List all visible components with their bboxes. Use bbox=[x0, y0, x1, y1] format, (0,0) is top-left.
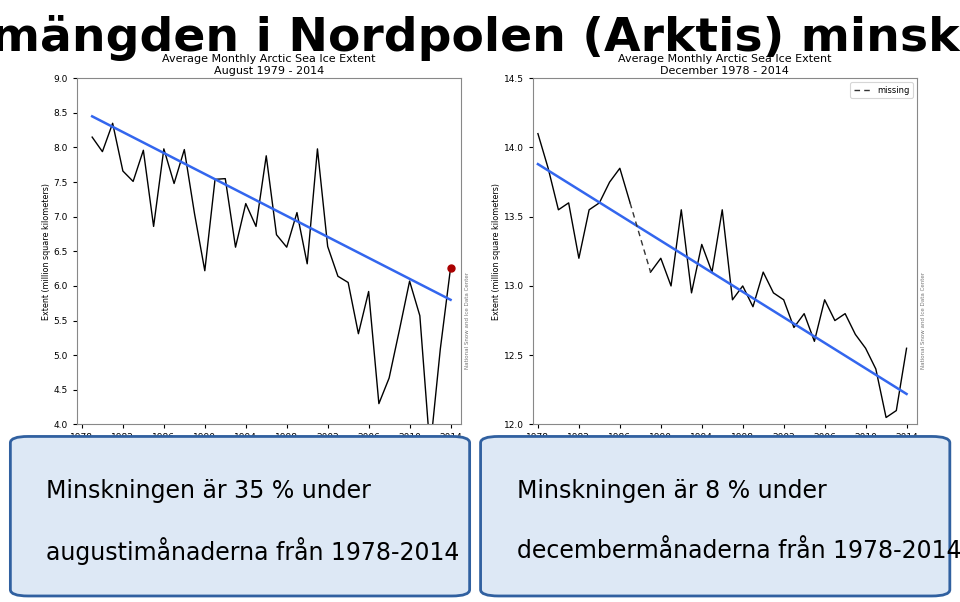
X-axis label: Year: Year bbox=[258, 448, 279, 458]
Y-axis label: Extent (million square kilometers): Extent (million square kilometers) bbox=[492, 183, 501, 320]
Text: augustimånaderna från 1978-2014: augustimånaderna från 1978-2014 bbox=[46, 538, 459, 565]
Text: Minskningen är 35 % under: Minskningen är 35 % under bbox=[46, 479, 371, 503]
Title: Average Monthly Arctic Sea Ice Extent
August 1979 - 2014: Average Monthly Arctic Sea Ice Extent Au… bbox=[162, 55, 375, 76]
X-axis label: Year: Year bbox=[714, 448, 735, 458]
Text: National Snow and Ice Data Center: National Snow and Ice Data Center bbox=[465, 272, 469, 369]
Text: Ismängden i Nordpolen (Arktis) minskar: Ismängden i Nordpolen (Arktis) minskar bbox=[0, 15, 960, 61]
Y-axis label: Extent (million square kilometers): Extent (million square kilometers) bbox=[41, 183, 51, 320]
FancyBboxPatch shape bbox=[11, 436, 469, 596]
Text: Minskningen är 8 % under: Minskningen är 8 % under bbox=[516, 479, 827, 503]
Title: Average Monthly Arctic Sea Ice Extent
December 1978 - 2014: Average Monthly Arctic Sea Ice Extent De… bbox=[618, 55, 831, 76]
Text: National Snow and Ice Data Center: National Snow and Ice Data Center bbox=[921, 272, 925, 369]
FancyBboxPatch shape bbox=[481, 436, 949, 596]
Text: decembermånaderna från 1978-2014: decembermånaderna från 1978-2014 bbox=[516, 539, 960, 563]
Legend: missing: missing bbox=[851, 82, 913, 98]
